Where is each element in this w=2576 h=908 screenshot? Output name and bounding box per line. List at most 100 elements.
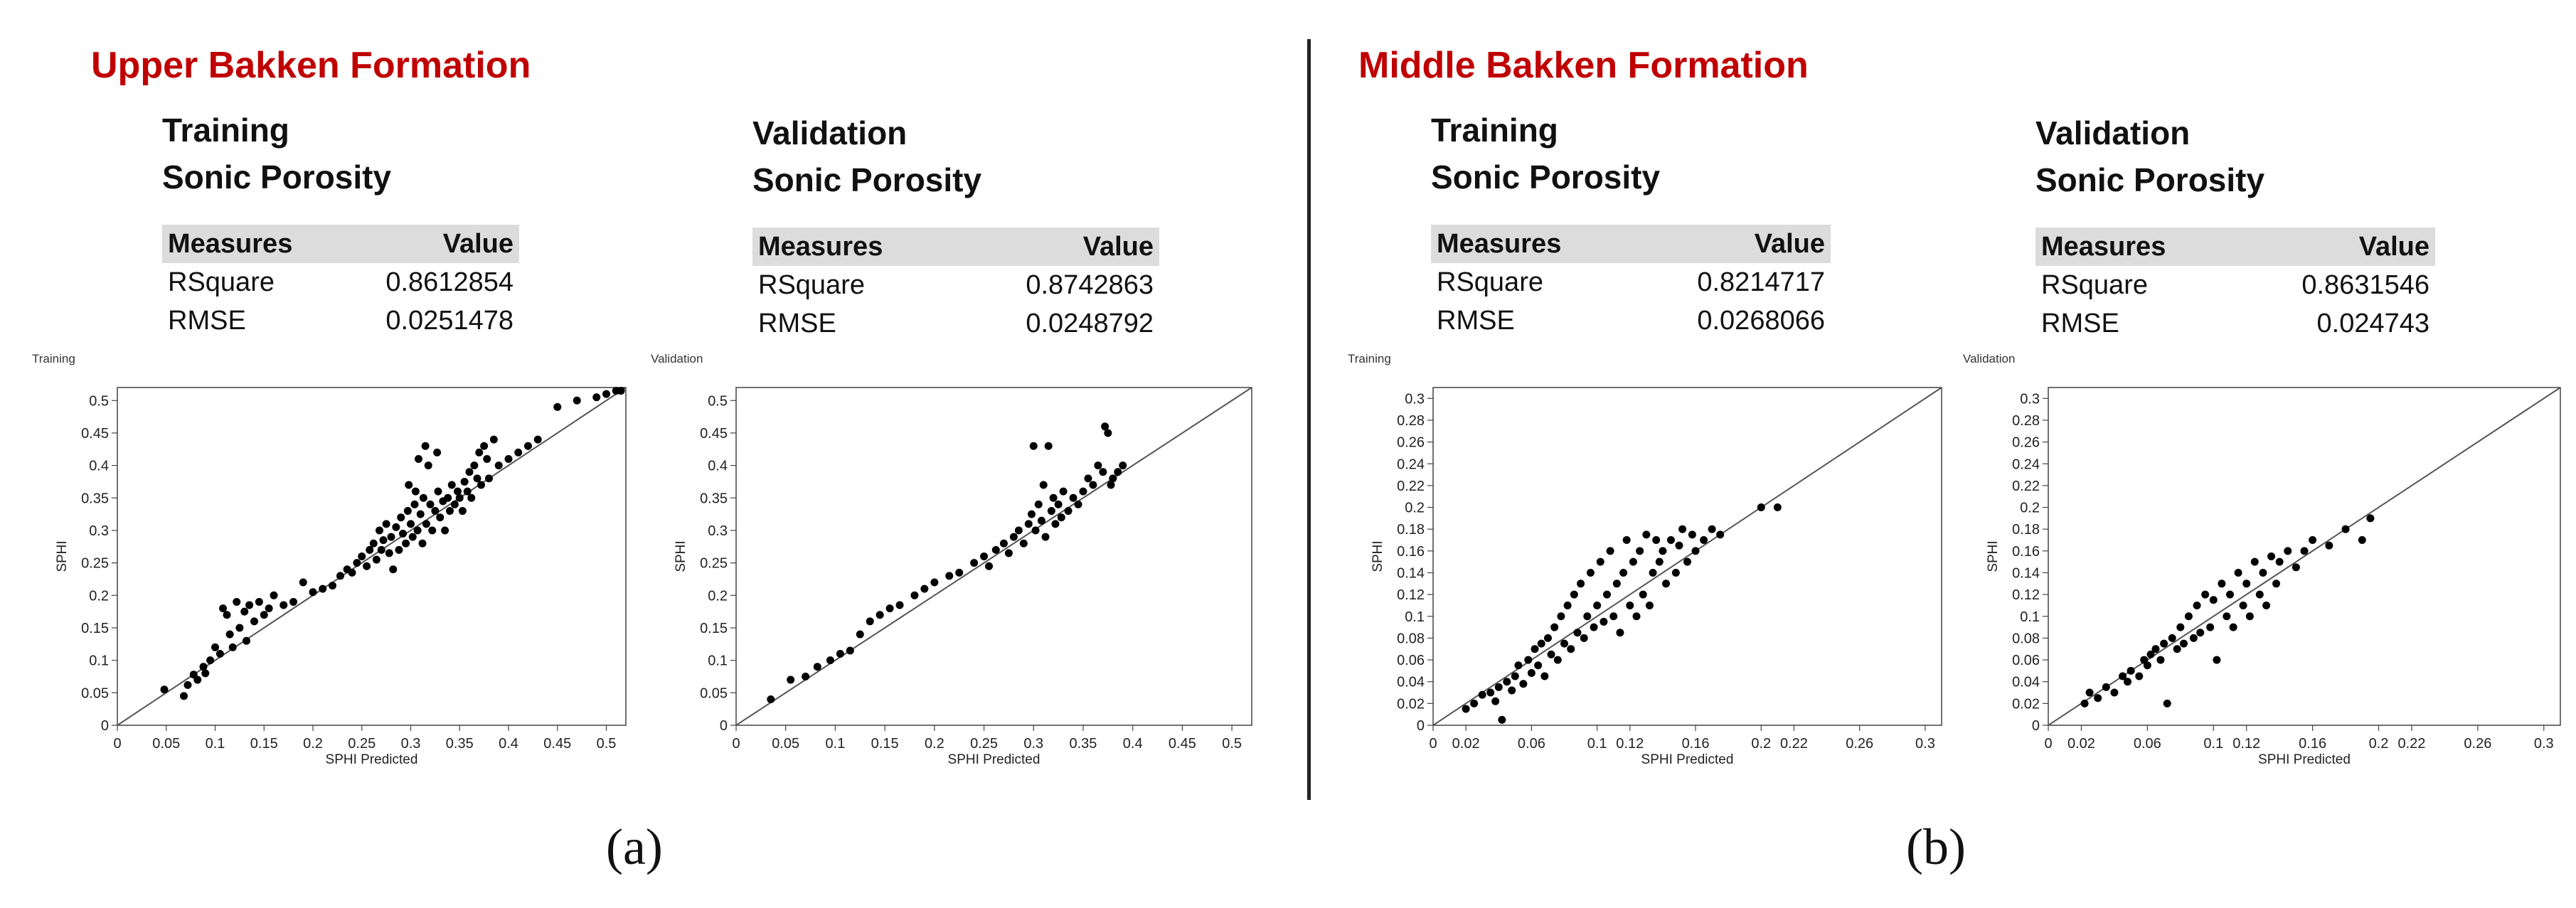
data-point [2300, 547, 2309, 555]
y-tick-label: 0 [720, 718, 728, 734]
data-point [2284, 547, 2292, 555]
y-tick-label: 0.22 [1397, 479, 1425, 494]
data-point [813, 663, 821, 671]
measures-table: Measures Value RSquare 0.8631546 RMSE 0.024… [2035, 228, 2435, 343]
data-point [489, 435, 498, 444]
data-point [885, 604, 894, 613]
data-point [1511, 672, 1519, 680]
data-point [444, 493, 452, 502]
x-tick-label: 0.26 [1846, 736, 1873, 752]
measure-value: 0.0268066 [1697, 305, 1825, 336]
data-point [2110, 688, 2119, 697]
data-point [2156, 656, 2165, 664]
data-point [379, 536, 388, 545]
stats-block-middle-training: Training Sonic Porosity Measures Value RS… [1431, 107, 1831, 340]
data-point [1632, 612, 1641, 621]
x-tick-label: 0.2 [303, 736, 323, 752]
data-point [1099, 468, 1107, 476]
data-point [211, 643, 219, 651]
measure-name: RMSE [2041, 308, 2119, 338]
plot-frame [1432, 387, 1942, 726]
data-point [403, 507, 412, 516]
x-tick-label: 0.2 [925, 736, 944, 752]
data-point [1034, 500, 1043, 508]
data-point [1626, 601, 1634, 609]
stats-block-upper-training: Training Sonic Porosity Measures Value RS… [162, 107, 519, 340]
data-point [866, 617, 874, 626]
data-point [392, 523, 400, 531]
data-point [389, 565, 398, 574]
measure-value: 0.024743 [2316, 308, 2430, 338]
data-point [483, 454, 491, 463]
data-point [1014, 526, 1023, 535]
data-point [431, 507, 440, 516]
x-tick-label: 0.4 [1123, 736, 1143, 752]
data-point [2259, 568, 2267, 577]
data-point [1716, 530, 1725, 539]
y-tick-label: 0 [1417, 718, 1425, 734]
data-point [1503, 678, 1511, 686]
data-point [353, 559, 361, 567]
x-tick-label: 0.25 [970, 736, 998, 752]
data-point [2213, 656, 2221, 664]
data-point [376, 526, 383, 535]
x-tick-label: 0.3 [2534, 736, 2554, 752]
data-point [2179, 639, 2188, 648]
y-tick-label: 0.24 [1397, 456, 1425, 472]
formation-title-upper: Upper Bakken Formation [91, 45, 531, 86]
data-point [2229, 623, 2237, 631]
data-point [428, 526, 437, 535]
x-tick-label: 0 [1429, 736, 1437, 752]
data-point [856, 630, 864, 639]
data-point [2206, 623, 2215, 631]
y-tick-label: 0 [101, 718, 109, 734]
data-point [206, 656, 215, 665]
data-point [2225, 590, 2234, 599]
x-tick-label: 0.1 [1587, 736, 1607, 752]
x-tick-label: 0.5 [597, 736, 617, 752]
data-point [309, 588, 317, 597]
data-point [455, 493, 464, 502]
data-point [1675, 541, 1683, 550]
data-point [470, 461, 479, 470]
data-point [826, 656, 834, 665]
data-point [2094, 694, 2102, 703]
y-tick-label: 0.18 [1397, 522, 1425, 538]
reference-line [1432, 387, 1942, 726]
data-point [1037, 516, 1045, 525]
data-point [2196, 629, 2205, 637]
data-point [319, 584, 327, 593]
data-point [1593, 601, 1602, 609]
scatter-plot-upper-training: Training 0 0.05 0.1 0.15 0.2 0.25 0.3 0.35 0.4 0.4… [32, 352, 627, 767]
data-point [199, 663, 208, 671]
block-subtitle: Sonic Porosity [2035, 161, 2265, 198]
data-point [2163, 699, 2171, 707]
data-point [399, 530, 407, 538]
measure-value: 0.8612854 [385, 267, 513, 297]
data-point [1649, 568, 1657, 577]
x-tick-label: 0.35 [1070, 736, 1097, 752]
reference-line [735, 387, 1252, 726]
x-tick-label: 0 [732, 736, 740, 752]
data-point [1563, 601, 1572, 609]
y-tick-label: 0.12 [1397, 587, 1425, 603]
measures-header: Measures [162, 225, 344, 263]
y-tick-label: 0.5 [708, 393, 728, 409]
y-tick-label: 0.2 [1405, 501, 1425, 516]
data-point [280, 601, 288, 609]
x-tick-label: 0.12 [2232, 736, 2260, 752]
data-point [235, 624, 244, 632]
y-tick-label: 0.2 [2020, 501, 2040, 516]
data-point [1537, 639, 1545, 648]
data-point [454, 487, 462, 496]
block-title: Validation [752, 114, 908, 151]
data-point [1069, 493, 1077, 502]
data-point [514, 448, 523, 456]
y-tick-label: 0.14 [2012, 565, 2040, 581]
y-tick-label: 0.28 [1397, 413, 1425, 429]
x-tick-label: 0.05 [152, 736, 180, 752]
block-title: Training [162, 112, 289, 149]
data-point [422, 520, 430, 528]
x-tick-label: 0.2 [1751, 736, 1771, 752]
data-point [2209, 596, 2218, 604]
